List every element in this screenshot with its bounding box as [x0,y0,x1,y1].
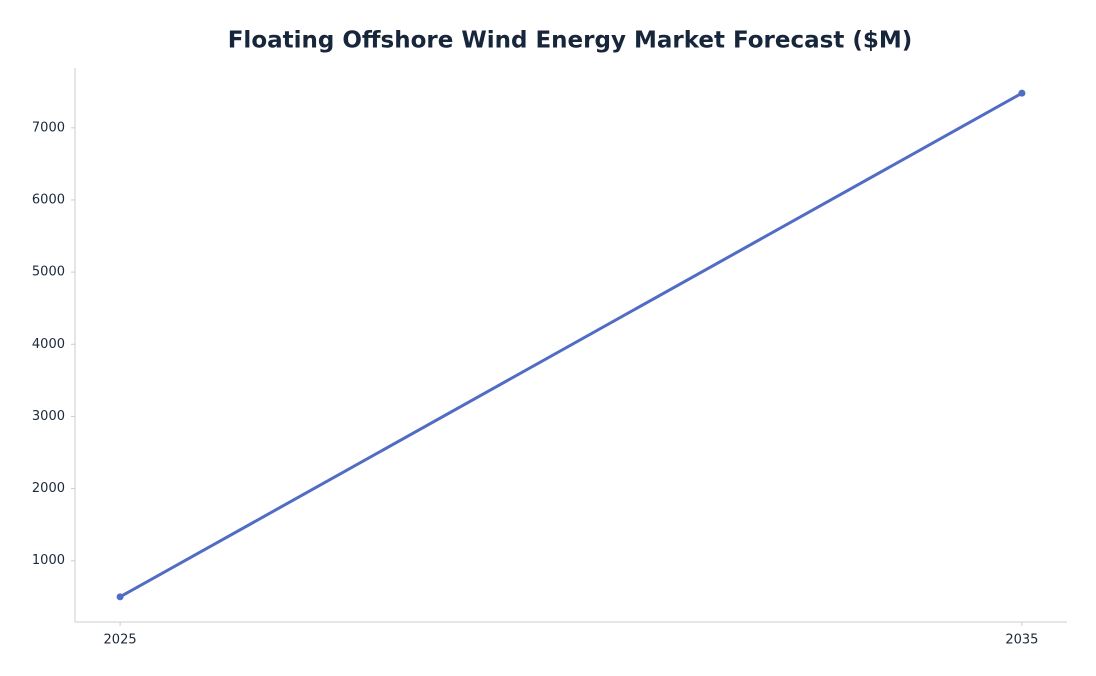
y-tick-label: 1000 [32,553,65,568]
y-tick-label: 4000 [32,337,65,352]
y-tick-label: 2000 [32,481,65,496]
y-tick-label: 7000 [32,120,65,135]
chart-title: Floating Offshore Wind Energy Market For… [228,28,913,54]
point [1018,89,1026,97]
x-tick-label: 2035 [1005,633,1038,648]
y-tick-label: 5000 [32,265,65,280]
y-tick-label: 3000 [32,409,65,424]
line [119,91,1023,599]
y-tick-label: 6000 [32,192,65,207]
point [116,593,124,601]
x-tick-label: 2025 [104,633,137,648]
